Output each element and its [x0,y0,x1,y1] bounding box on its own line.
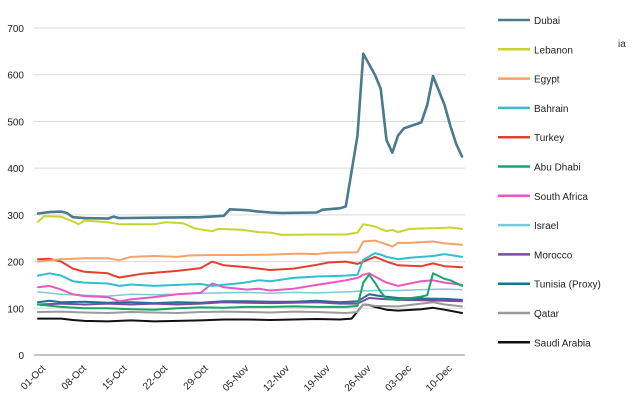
x-axis-tick-labels: 01-Oct 08-Oct 15-Oct 22-Oct 29-Oct 05-Nov 12-N… [19,363,455,394]
series-line-dubai [36,52,464,220]
legend-label-tunisia-proxy: Tunisia (Proxy) [534,280,601,291]
stray-label: ia [618,39,626,50]
y-tick-label: 0 [18,351,24,362]
x-tick-label: 08-Oct [60,363,89,392]
series-line-egypt [37,239,463,263]
x-tick-label: 10-Dec [424,363,455,394]
legend-label-saudi-arabia: Saudi Arabia [534,338,591,349]
x-tick-label: 01-Oct [19,363,48,392]
x-tick-label: 29-Oct [182,363,211,392]
y-tick-label: 100 [7,304,24,315]
series-line-qatar [37,301,463,314]
x-tick-label: 15-Oct [100,363,129,392]
legend-label-dubai: Dubai [534,16,560,27]
x-tick-label: 05-Nov [221,363,252,394]
y-axis-tick-labels: 0 100 200 300 400 500 600 700 [7,24,24,362]
legend-label-lebanon: Lebanon [534,45,573,56]
legend-label-bahrain: Bahrain [534,104,568,115]
series-line-bahrain [37,252,463,287]
y-tick-label: 300 [7,211,24,222]
x-tick-label: 03-Dec [383,363,414,394]
series-line-abu-dhabi [37,272,463,311]
legend-label-south-africa: South Africa [534,192,588,203]
legend-label-morocco: Morocco [534,250,573,261]
series-line-south-africa [37,272,463,303]
y-tick-label: 600 [7,71,24,82]
legend-label-egypt: Egypt [534,75,560,86]
x-tick-label: 19-Nov [302,363,333,394]
stray-text: ia [618,39,626,50]
y-tick-label: 200 [7,258,24,269]
legend: Dubai Lebanon Egypt Bahrain Turkey Abu Dhabi S… [498,16,601,349]
x-tick-label: 26-Nov [343,363,374,394]
series-lines [36,52,464,323]
series-line-israel [37,288,463,297]
y-tick-label: 400 [7,164,24,175]
series-line-saudi-arabia [37,303,463,323]
y-tick-label: 500 [7,117,24,128]
x-tick-label: 12-Nov [261,363,292,394]
series-line-lebanon [37,215,463,236]
series-line-tunisia-proxy [37,293,463,305]
series-line-turkey [37,255,463,279]
y-tick-label: 700 [7,24,24,35]
x-tick-label: 22-Oct [141,363,170,392]
legend-label-abu-dhabi: Abu Dhabi [534,163,581,174]
legend-label-turkey: Turkey [534,133,564,144]
gridlines [34,27,465,309]
legend-label-israel: Israel [534,221,558,232]
legend-label-qatar: Qatar [534,309,560,320]
